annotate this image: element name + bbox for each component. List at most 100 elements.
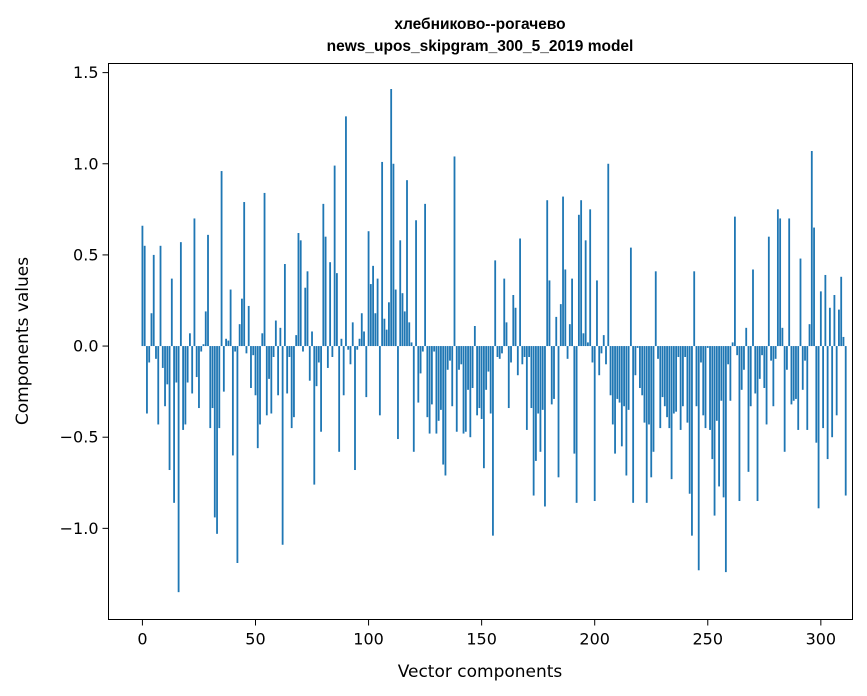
bar-1 xyxy=(143,245,146,347)
bar-146 xyxy=(471,346,474,388)
bar-80 xyxy=(322,203,325,347)
bar-192 xyxy=(575,346,578,503)
bar-112 xyxy=(394,289,397,347)
bar-7 xyxy=(157,346,160,425)
bar-176 xyxy=(539,346,542,452)
bar-72 xyxy=(304,287,307,347)
bar-182 xyxy=(553,346,555,399)
bar-42 xyxy=(236,346,239,563)
bar-130 xyxy=(435,346,438,434)
bar-251 xyxy=(709,346,711,430)
bar-216 xyxy=(629,247,632,347)
bar-249 xyxy=(704,346,707,429)
bar-307 xyxy=(835,346,838,416)
bar-194 xyxy=(580,200,583,347)
bar-151 xyxy=(482,346,485,469)
bar-105 xyxy=(378,346,381,416)
bar-169 xyxy=(523,346,526,357)
bar-70 xyxy=(299,240,302,347)
bar-76 xyxy=(313,346,316,485)
bar-19 xyxy=(184,346,187,425)
bar-28 xyxy=(204,311,207,347)
bar-94 xyxy=(354,346,356,471)
bar-97 xyxy=(360,313,363,347)
bar-215 xyxy=(627,346,630,410)
bar-196 xyxy=(584,240,587,347)
bar-303 xyxy=(826,346,829,460)
bar-189 xyxy=(568,324,571,347)
bar-236 xyxy=(675,346,678,412)
bar-193 xyxy=(577,214,580,347)
bar-129 xyxy=(433,346,436,352)
bar-166 xyxy=(516,346,519,376)
bar-48 xyxy=(250,346,252,388)
bar-301 xyxy=(822,346,825,429)
bar-87 xyxy=(338,346,341,452)
bar-154 xyxy=(489,346,492,414)
bar-43 xyxy=(238,324,241,347)
bar-47 xyxy=(247,305,250,347)
bar-118 xyxy=(408,322,411,347)
bar-79 xyxy=(320,346,322,432)
bar-276 xyxy=(765,346,768,425)
bar-280 xyxy=(774,346,777,359)
bar-92 xyxy=(349,346,352,365)
bar-214 xyxy=(625,346,628,476)
bar-89 xyxy=(342,346,345,396)
bar-161 xyxy=(505,322,508,347)
bar-272 xyxy=(756,346,759,502)
bar-306 xyxy=(833,295,836,347)
bar-291 xyxy=(799,258,802,347)
bar-168 xyxy=(521,346,524,365)
bar-77 xyxy=(315,346,318,387)
bar-235 xyxy=(672,346,675,414)
bar-305 xyxy=(831,346,834,438)
bar-96 xyxy=(358,338,361,347)
bar-262 xyxy=(734,216,736,347)
bar-275 xyxy=(763,346,766,388)
chart-title: хлебниково--рогачево xyxy=(394,16,565,33)
bar-283 xyxy=(781,327,784,347)
bar-298 xyxy=(815,346,818,443)
bar-46 xyxy=(245,346,248,354)
bar-252 xyxy=(711,346,714,460)
bar-15 xyxy=(175,346,178,383)
bar-61 xyxy=(279,327,282,347)
x-tick-label: 200 xyxy=(579,630,610,649)
y-tick-label: 0.0 xyxy=(73,337,98,356)
bar-208 xyxy=(611,346,614,425)
bar-282 xyxy=(779,218,782,347)
bar-35 xyxy=(220,171,223,347)
bar-145 xyxy=(469,346,472,438)
bar-41 xyxy=(234,346,237,352)
bar-33 xyxy=(216,346,218,534)
bar-223 xyxy=(645,346,648,503)
bar-147 xyxy=(473,326,476,347)
bar-78 xyxy=(317,346,320,363)
bar-187 xyxy=(564,269,567,347)
bar-225 xyxy=(650,346,653,478)
bar-226 xyxy=(652,346,655,452)
bar-132 xyxy=(440,346,442,410)
bar-212 xyxy=(620,346,623,447)
bar-104 xyxy=(376,278,379,347)
bar-144 xyxy=(467,346,469,390)
bar-237 xyxy=(677,346,680,357)
y-tick-label: −0.5 xyxy=(60,428,99,447)
bar-188 xyxy=(566,346,569,359)
bar-157 xyxy=(496,346,499,357)
bar-190 xyxy=(571,278,573,347)
bar-200 xyxy=(593,346,596,502)
bar-266 xyxy=(743,346,745,370)
bar-27 xyxy=(202,344,205,347)
bar-75 xyxy=(311,331,313,347)
bar-211 xyxy=(618,346,621,403)
y-tick-label: 1.5 xyxy=(73,63,98,82)
bar-185 xyxy=(559,304,562,347)
bar-159 xyxy=(501,346,503,354)
bar-39 xyxy=(229,289,232,347)
bar-181 xyxy=(550,346,553,405)
bar-268 xyxy=(747,346,750,472)
bar-241 xyxy=(686,346,689,423)
bar-95 xyxy=(356,346,359,350)
